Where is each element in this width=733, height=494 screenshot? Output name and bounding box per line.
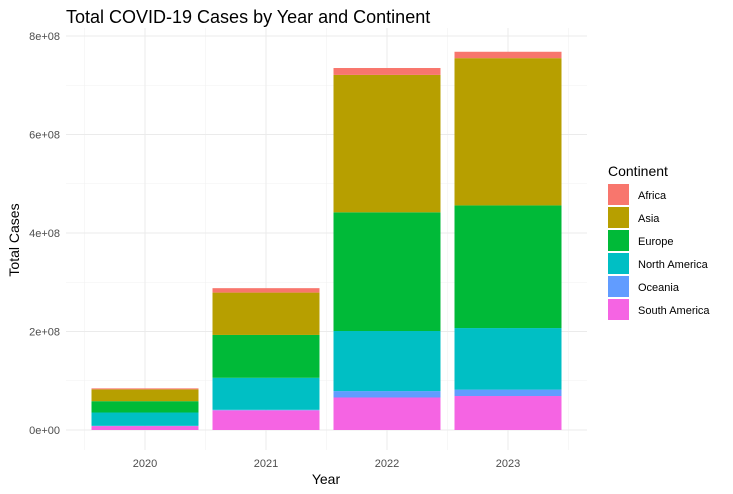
x-tick-label: 2022 bbox=[375, 458, 399, 470]
bar-segment-2022-europe bbox=[333, 212, 441, 332]
y-tick-label: 2e+08 bbox=[29, 327, 60, 339]
legend-label: Asia bbox=[638, 213, 660, 225]
x-tick-label: 2023 bbox=[496, 458, 520, 470]
bar-segment-2021-south-america bbox=[212, 410, 320, 430]
y-tick-label: 8e+08 bbox=[29, 31, 60, 43]
bar-segment-2022-south-america bbox=[333, 397, 441, 430]
bar-segment-2020-north-america bbox=[91, 412, 199, 426]
legend-swatch-oceania bbox=[608, 276, 629, 297]
bar-segment-2023-oceania bbox=[454, 389, 562, 397]
legend-label: North America bbox=[638, 259, 709, 271]
y-tick-label: 6e+08 bbox=[29, 130, 60, 142]
y-tick-label: 4e+08 bbox=[29, 228, 60, 240]
x-tick-label: 2021 bbox=[254, 458, 278, 470]
x-axis-ticks: 2020 2021 2022 2023 bbox=[133, 458, 520, 470]
bar-segment-2021-north-america bbox=[212, 377, 320, 410]
bar-segment-2023-europe bbox=[454, 205, 562, 329]
bar-segment-2022-north-america bbox=[333, 331, 441, 392]
bar-segment-2023-africa bbox=[454, 51, 562, 59]
bar-segment-2021-europe bbox=[212, 334, 320, 378]
legend-label: South America bbox=[638, 305, 710, 317]
chart-title: Total COVID-19 Cases by Year and Contine… bbox=[66, 7, 430, 27]
y-axis-ticks: 0e+00 2e+08 4e+08 6e+08 8e+08 bbox=[29, 31, 60, 437]
bar-segment-2020-europe bbox=[91, 401, 199, 413]
legend-swatch-asia bbox=[608, 207, 629, 228]
bar-segment-2020-asia bbox=[91, 389, 199, 402]
bar-segment-2020-south-america bbox=[91, 426, 199, 430]
legend-swatch-europe bbox=[608, 230, 629, 251]
y-tick-label: 0e+00 bbox=[29, 425, 60, 437]
legend-title: Continent bbox=[608, 163, 668, 179]
bar-segment-2022-oceania bbox=[333, 391, 441, 398]
bar-segment-2020-africa bbox=[91, 388, 199, 390]
legend-label: Europe bbox=[638, 236, 673, 248]
bar-segment-2023-asia bbox=[454, 58, 562, 206]
bar-segment-2022-africa bbox=[333, 68, 441, 75]
legend-swatch-north-america bbox=[608, 253, 629, 274]
bar-segment-2023-north-america bbox=[454, 328, 562, 390]
bars bbox=[91, 51, 562, 430]
bar-segment-2022-asia bbox=[333, 74, 441, 213]
legend: Continent Africa Asia Europe North America O… bbox=[608, 163, 710, 320]
legend-label: Oceania bbox=[638, 282, 680, 294]
x-tick-label: 2020 bbox=[133, 458, 157, 470]
legend-swatch-africa bbox=[608, 184, 629, 205]
bar-segment-2023-south-america bbox=[454, 396, 562, 430]
y-axis-title: Total Cases bbox=[6, 203, 22, 276]
bar-segment-2021-africa bbox=[212, 288, 320, 293]
legend-swatch-south-america bbox=[608, 299, 629, 320]
legend-label: Africa bbox=[638, 190, 667, 202]
x-axis-title: Year bbox=[312, 471, 341, 487]
bar-segment-2021-asia bbox=[212, 292, 320, 335]
